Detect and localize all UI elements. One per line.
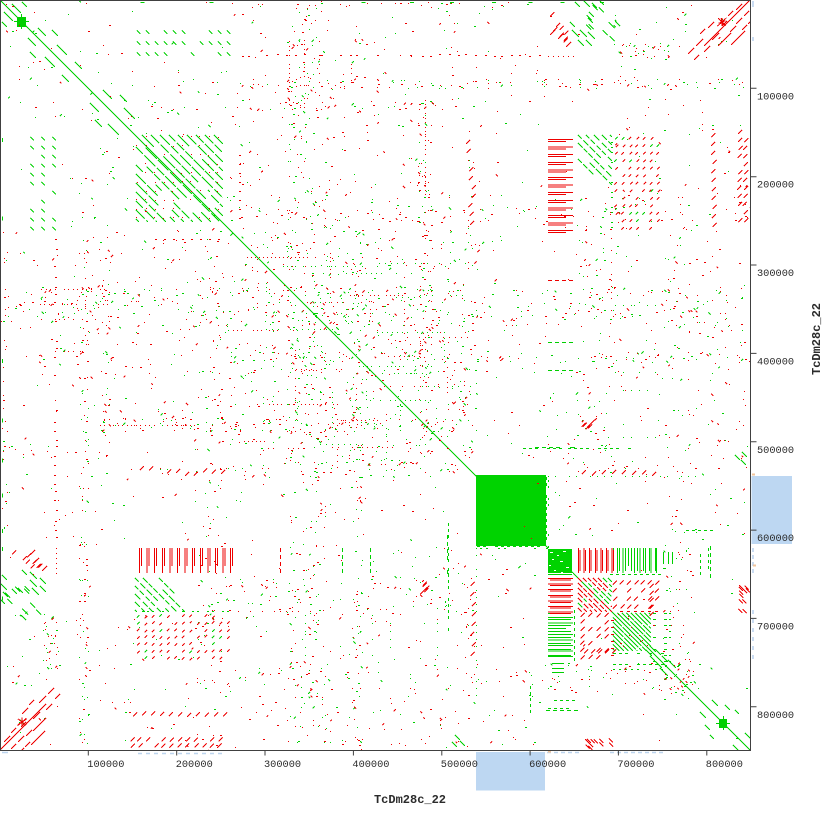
- svg-text:700000: 700000: [757, 621, 794, 633]
- svg-text:800000: 800000: [706, 759, 743, 771]
- svg-text:400000: 400000: [352, 759, 389, 771]
- svg-text:600000: 600000: [757, 533, 794, 545]
- svg-text:400000: 400000: [757, 356, 794, 368]
- svg-text:700000: 700000: [617, 759, 654, 771]
- svg-text:600000: 600000: [529, 759, 566, 771]
- svg-text:200000: 200000: [176, 759, 213, 771]
- svg-text:200000: 200000: [757, 180, 794, 192]
- svg-text:100000: 100000: [757, 91, 794, 103]
- svg-text:300000: 300000: [757, 268, 794, 280]
- svg-text:800000: 800000: [757, 710, 794, 722]
- svg-text:100000: 100000: [87, 759, 124, 771]
- svg-text:500000: 500000: [757, 445, 794, 457]
- svg-text:300000: 300000: [264, 759, 301, 771]
- svg-text:TcDm28c_22: TcDm28c_22: [374, 793, 446, 807]
- svg-text:500000: 500000: [441, 759, 478, 771]
- svg-text:TcDm28c_22: TcDm28c_22: [810, 303, 824, 375]
